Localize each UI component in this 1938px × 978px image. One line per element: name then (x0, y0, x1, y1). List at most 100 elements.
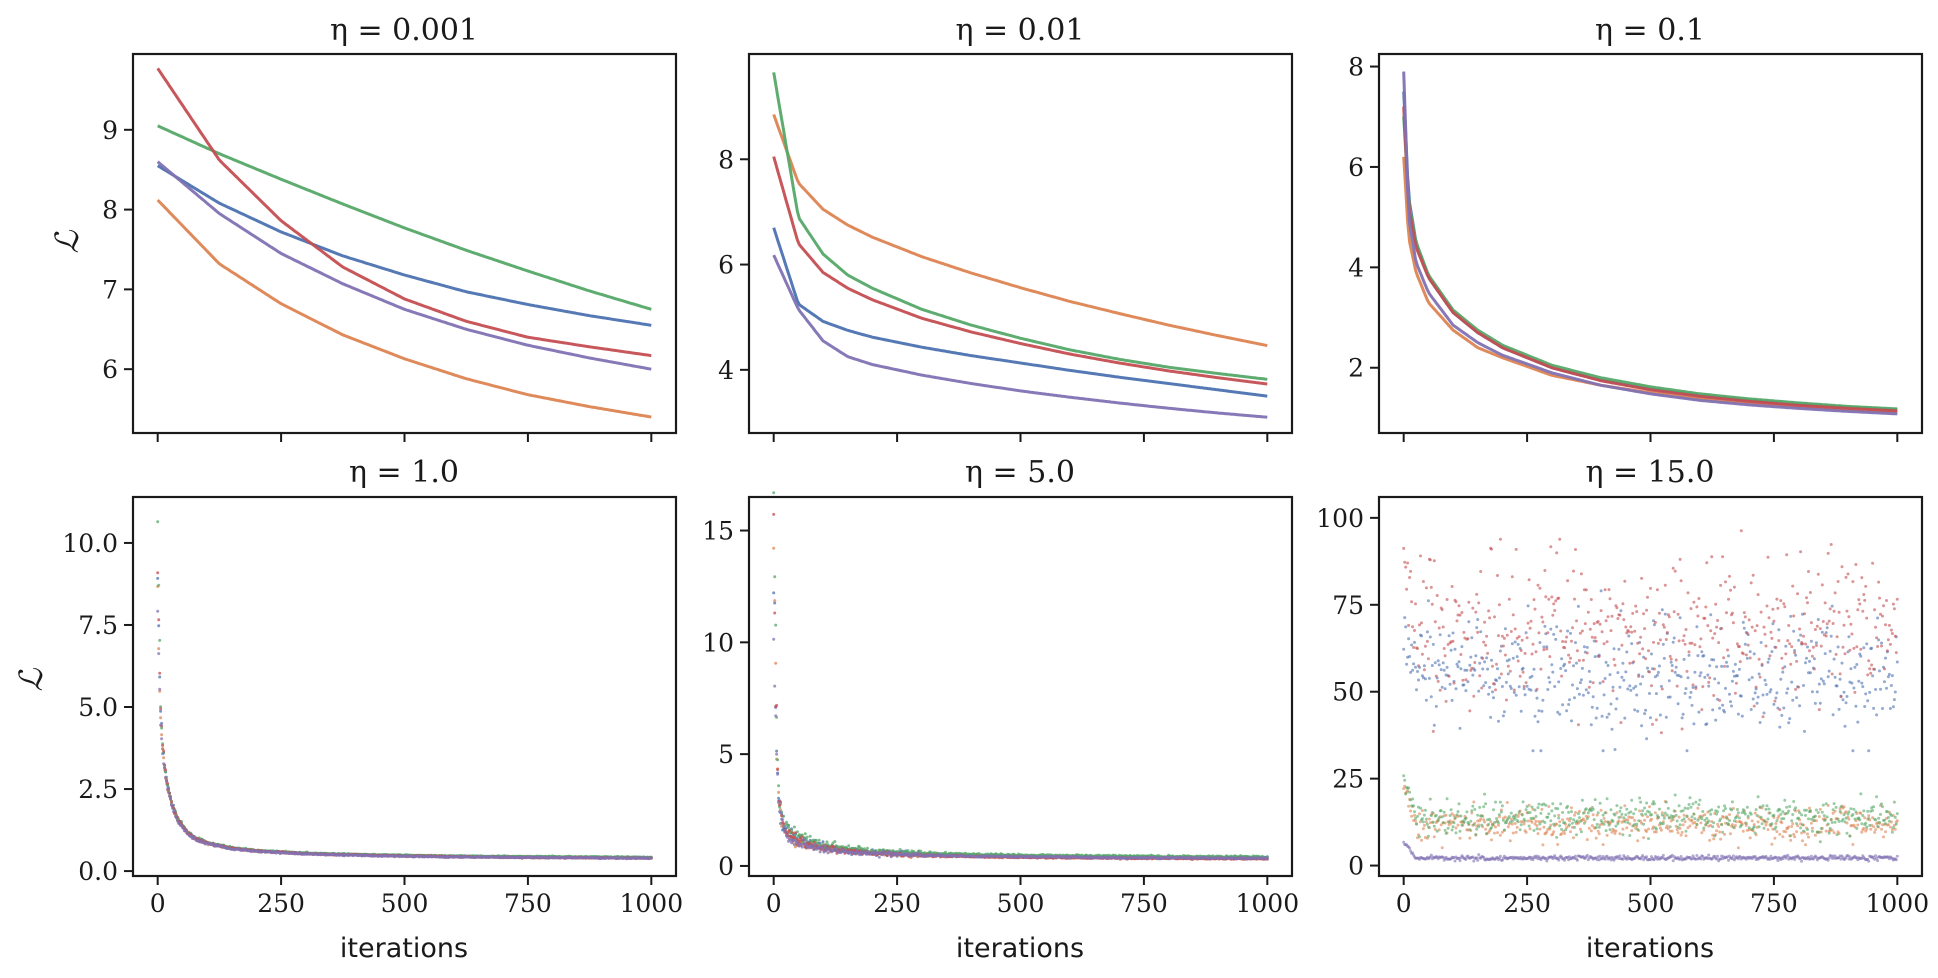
series-blue (156, 576, 653, 860)
data-point (773, 599, 777, 603)
data-point (773, 575, 777, 579)
x-tick-label: 250 (257, 889, 305, 918)
data-point (158, 687, 162, 691)
data-point (790, 831, 794, 835)
series-red (772, 156, 1268, 386)
series-purple (772, 254, 1268, 419)
data-point (877, 855, 881, 859)
data-point (788, 829, 791, 832)
panel-title: η = 0.01 (956, 13, 1085, 48)
series-red (1402, 106, 1898, 413)
data-point (774, 714, 778, 718)
y-tick-label: 8 (102, 196, 118, 225)
series-blue (156, 164, 652, 327)
data-point (159, 707, 163, 711)
axes-frame (1377, 52, 1924, 435)
data-point (773, 611, 777, 615)
series-line-orange (156, 198, 652, 419)
data-point (881, 849, 885, 853)
series-line-purple (156, 160, 652, 371)
data-point (825, 840, 829, 844)
data-point (835, 848, 839, 852)
data-point (784, 830, 787, 834)
y-tick-label: 4 (1348, 253, 1364, 282)
data-point (162, 756, 166, 760)
data-point (792, 843, 796, 847)
series-line-green (1402, 116, 1898, 411)
data-point (774, 623, 778, 627)
series-line-purple (772, 254, 1268, 419)
data-point (803, 832, 807, 836)
data-point (166, 787, 170, 791)
data-point (782, 825, 786, 829)
series-blue (772, 227, 1268, 398)
data-point (776, 758, 780, 762)
data-point (170, 803, 173, 807)
data-point (795, 840, 799, 844)
series-purple (156, 160, 652, 371)
data-point (823, 844, 827, 848)
data-point (649, 856, 653, 860)
data-point (156, 571, 160, 575)
data-point (173, 808, 176, 812)
y-tick-label: 2.5 (78, 775, 118, 804)
data-point (775, 752, 779, 756)
series-purple (156, 609, 653, 861)
data-point (158, 675, 162, 679)
data-point (778, 803, 782, 807)
series-orange (156, 585, 653, 860)
data-point (157, 583, 161, 587)
data-point (772, 512, 776, 516)
data-point (821, 847, 825, 851)
y-axis-label: ℒ (12, 668, 50, 692)
series-red (156, 571, 653, 861)
data-point (777, 801, 781, 805)
data-point (776, 772, 780, 776)
data-point (161, 744, 165, 747)
data-point (160, 733, 164, 737)
data-point (772, 591, 776, 595)
data-point (772, 491, 776, 495)
data-point (814, 838, 818, 842)
series-red (156, 67, 652, 358)
data-point (813, 843, 817, 847)
series-line-blue (772, 227, 1268, 398)
series-line-green (772, 72, 1268, 381)
data-point (156, 609, 160, 613)
data-point (165, 779, 169, 783)
series-green (1402, 116, 1898, 411)
data-point (163, 766, 167, 770)
series-green (772, 72, 1268, 381)
series-blue (772, 591, 1269, 860)
data-point (826, 851, 830, 855)
series-line-blue (1402, 91, 1898, 412)
data-point (157, 624, 161, 628)
data-point (773, 684, 777, 688)
panel-title: η = 1.0 (349, 455, 459, 490)
data-point (156, 520, 160, 524)
data-point (774, 661, 778, 665)
data-point (817, 838, 821, 842)
data-point (800, 835, 804, 839)
data-point (777, 784, 781, 788)
data-point (866, 846, 869, 850)
data-point (184, 829, 188, 833)
data-point (785, 820, 788, 824)
data-point (801, 838, 805, 842)
x-tick-label: 0 (150, 889, 166, 918)
series-line-orange (1402, 156, 1898, 414)
series-orange (1402, 156, 1898, 414)
y-tick-label: 4 (718, 356, 734, 385)
data-point (159, 716, 163, 720)
panel-eta-1.0: η = 1.0 ℒ iterations 0 250 500 750 10000.02.… (12, 455, 683, 964)
axes-frame (131, 52, 678, 435)
panel-title: η = 0.001 (330, 13, 478, 48)
data-point (159, 723, 163, 727)
x-axis-label: iterations (340, 933, 468, 964)
x-tick-label: 500 (381, 889, 429, 918)
x-axis-label: iterations (956, 933, 1084, 964)
series-line-red (772, 156, 1268, 386)
